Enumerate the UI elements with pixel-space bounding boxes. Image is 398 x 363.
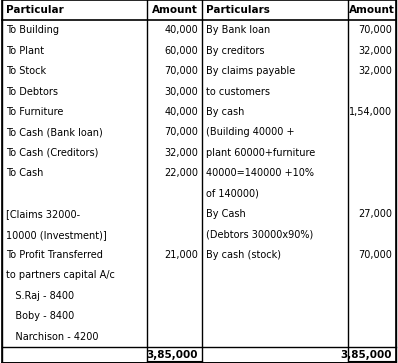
Text: 30,000: 30,000 [164,86,198,97]
Text: To Stock: To Stock [6,66,46,76]
Text: 3,85,000: 3,85,000 [341,350,392,360]
Text: To Profit Transferred: To Profit Transferred [6,250,103,260]
Text: Particular: Particular [6,5,64,15]
Text: To Cash (Creditors): To Cash (Creditors) [6,148,98,158]
Text: 70,000: 70,000 [164,66,198,76]
Text: to partners capital A/c: to partners capital A/c [6,270,115,281]
Text: 10000 (Investment)]: 10000 (Investment)] [6,229,107,240]
Text: (Building 40000 +: (Building 40000 + [206,127,295,138]
Text: plant 60000+furniture: plant 60000+furniture [206,148,315,158]
Text: 1,54,000: 1,54,000 [349,107,392,117]
Text: 40,000: 40,000 [164,25,198,35]
Text: of 140000): of 140000) [206,189,259,199]
Text: To Cash: To Cash [6,168,43,178]
Text: 21,000: 21,000 [164,250,198,260]
Text: By cash (stock): By cash (stock) [206,250,281,260]
Text: 70,000: 70,000 [358,25,392,35]
Text: to customers: to customers [206,86,270,97]
Text: By Cash: By Cash [206,209,246,219]
Text: 40000=140000 +10%: 40000=140000 +10% [206,168,314,178]
Text: Amount: Amount [349,5,395,15]
Text: To Cash (Bank loan): To Cash (Bank loan) [6,127,103,138]
Text: S.Raj - 8400: S.Raj - 8400 [6,291,74,301]
Text: 32,000: 32,000 [358,46,392,56]
Text: 70,000: 70,000 [164,127,198,138]
Text: 27,000: 27,000 [358,209,392,219]
Text: 22,000: 22,000 [164,168,198,178]
Text: By Bank loan: By Bank loan [206,25,270,35]
Text: To Plant: To Plant [6,46,44,56]
Text: To Debtors: To Debtors [6,86,58,97]
Text: 60,000: 60,000 [164,46,198,56]
Text: Boby - 8400: Boby - 8400 [6,311,74,321]
Text: Narchison - 4200: Narchison - 4200 [6,332,98,342]
Text: To Furniture: To Furniture [6,107,63,117]
Text: By creditors: By creditors [206,46,265,56]
Text: Particulars: Particulars [206,5,270,15]
Text: [Claims 32000-: [Claims 32000- [6,209,80,219]
Text: To Building: To Building [6,25,59,35]
Text: (Debtors 30000x90%): (Debtors 30000x90%) [206,229,313,240]
Text: 32,000: 32,000 [358,66,392,76]
Text: Amount: Amount [152,5,197,15]
Text: 3,85,000: 3,85,000 [146,350,198,360]
Text: By claims payable: By claims payable [206,66,295,76]
Text: 32,000: 32,000 [164,148,198,158]
Text: 70,000: 70,000 [358,250,392,260]
Text: 40,000: 40,000 [164,107,198,117]
Text: By cash: By cash [206,107,244,117]
